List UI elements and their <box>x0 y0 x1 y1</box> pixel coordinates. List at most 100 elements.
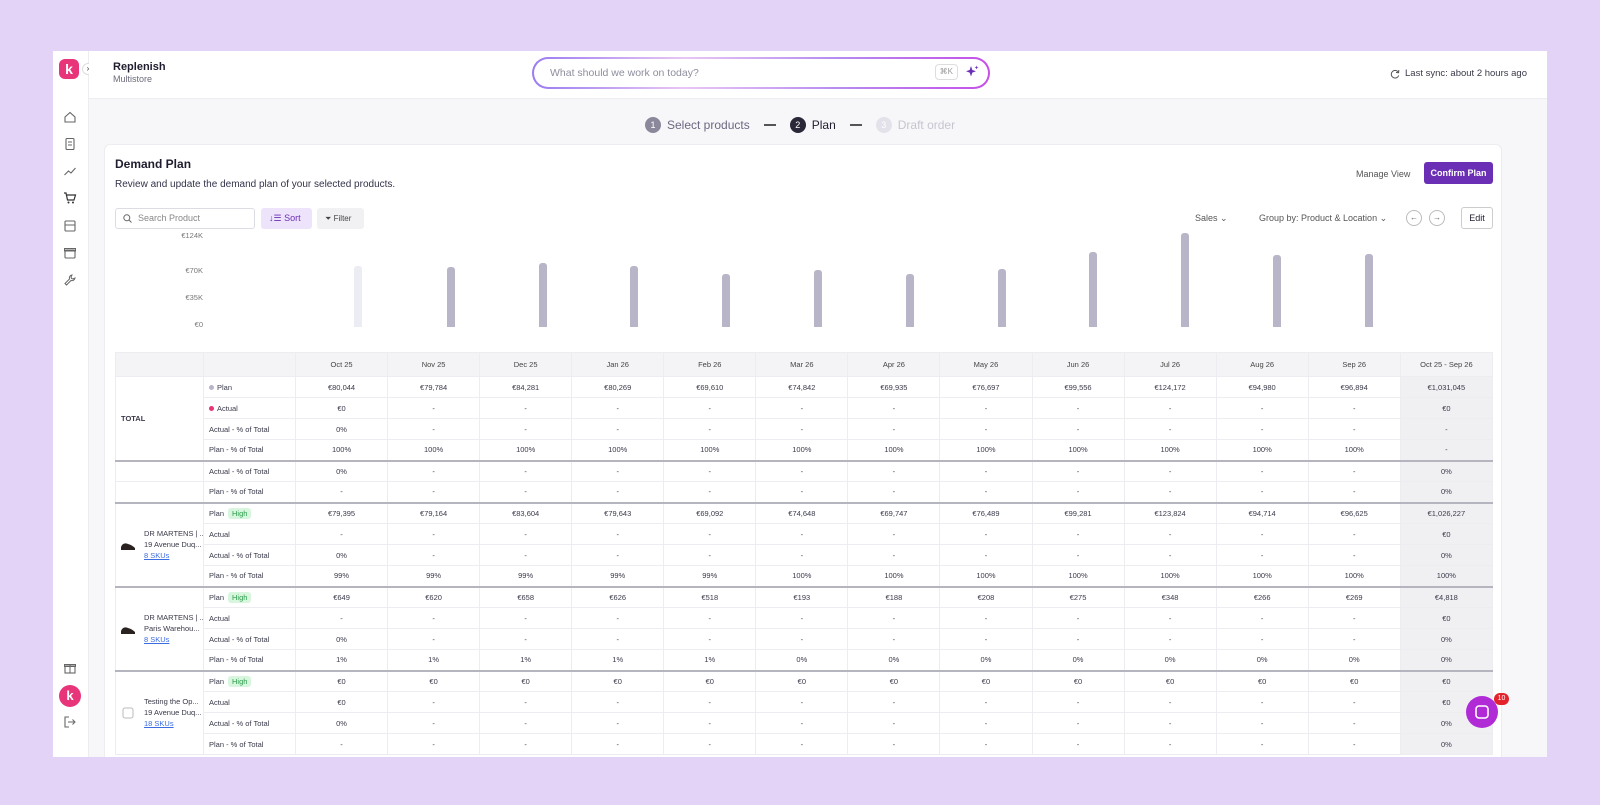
table-cell[interactable]: - <box>479 712 573 734</box>
table-cell[interactable]: €96,894 <box>1307 376 1401 398</box>
table-cell[interactable]: - <box>847 712 941 734</box>
table-cell[interactable]: - <box>1399 439 1494 461</box>
table-cell[interactable]: - <box>294 523 389 545</box>
table-cell[interactable]: - <box>1307 418 1401 440</box>
table-cell[interactable]: - <box>1123 397 1217 419</box>
table-cell[interactable]: - <box>479 691 573 713</box>
table-cell[interactable]: - <box>939 397 1033 419</box>
table-cell[interactable]: €0 <box>479 669 573 692</box>
table-cell[interactable]: 0% <box>1123 649 1217 671</box>
step-select-products[interactable]: 1 Select products <box>645 117 750 133</box>
table-cell[interactable]: €0 <box>571 669 665 692</box>
chart-bar-jul-26[interactable] <box>1181 233 1190 327</box>
table-cell[interactable]: - <box>847 607 941 629</box>
table-cell[interactable]: - <box>847 459 941 482</box>
table-cell[interactable]: - <box>1215 459 1309 482</box>
chart-bar-sep-26[interactable] <box>1364 254 1373 327</box>
table-cell[interactable]: €74,648 <box>755 501 849 524</box>
table-cell[interactable]: - <box>294 733 389 755</box>
table-cell[interactable]: - <box>939 418 1033 440</box>
table-cell[interactable]: - <box>1031 607 1125 629</box>
table-cell[interactable]: - <box>479 607 573 629</box>
edit-button[interactable]: Edit <box>1461 207 1493 229</box>
table-cell[interactable]: - <box>755 712 849 734</box>
table-cell[interactable]: 100% <box>755 565 849 587</box>
table-cell[interactable]: €99,281 <box>1031 501 1125 524</box>
table-cell[interactable]: €0 <box>755 669 849 692</box>
table-cell[interactable]: €0 <box>1399 397 1494 419</box>
chart-bar-jan-26[interactable] <box>630 266 639 327</box>
table-cell[interactable]: 100% <box>939 439 1033 461</box>
product-search-input[interactable]: Search Product <box>115 208 255 229</box>
logout-icon[interactable] <box>63 715 77 729</box>
table-cell[interactable]: €94,980 <box>1215 376 1309 398</box>
table-cell[interactable]: - <box>479 628 573 650</box>
table-cell[interactable]: - <box>479 733 573 755</box>
chart-bar-nov-25[interactable] <box>446 267 455 327</box>
table-cell[interactable]: 1% <box>294 649 389 671</box>
table-cell[interactable]: - <box>387 712 481 734</box>
table-cell[interactable]: - <box>571 418 665 440</box>
table-cell[interactable]: €658 <box>479 585 573 608</box>
table-cell[interactable]: 0% <box>294 712 389 734</box>
table-cell[interactable]: €269 <box>1307 585 1401 608</box>
group-by-dropdown[interactable]: Group by: Product & Location ⌄ <box>1259 213 1387 224</box>
table-cell[interactable]: - <box>387 523 481 545</box>
table-cell[interactable]: 100% <box>755 439 849 461</box>
table-cell[interactable]: 100% <box>1307 439 1401 461</box>
table-cell[interactable]: €99,556 <box>1031 376 1125 398</box>
table-cell[interactable]: €0 <box>1399 523 1494 545</box>
ai-search-bar[interactable]: What should we work on today? ⌘K <box>532 57 990 89</box>
table-cell[interactable]: 0% <box>847 649 941 671</box>
table-cell[interactable]: - <box>1031 459 1125 482</box>
table-cell[interactable]: - <box>755 628 849 650</box>
table-cell[interactable]: €518 <box>663 585 757 608</box>
table-cell[interactable]: - <box>294 607 389 629</box>
table-cell[interactable]: €193 <box>755 585 849 608</box>
table-cell[interactable]: 100% <box>479 439 573 461</box>
table-cell[interactable]: - <box>1215 544 1309 566</box>
table-cell[interactable]: - <box>479 459 573 482</box>
gift-icon[interactable] <box>63 661 77 675</box>
table-cell[interactable]: 100% <box>294 439 389 461</box>
table-cell[interactable]: 100% <box>1123 439 1217 461</box>
table-cell[interactable]: - <box>1123 481 1217 503</box>
table-cell[interactable]: - <box>387 418 481 440</box>
table-cell[interactable]: - <box>847 418 941 440</box>
table-cell[interactable]: 100% <box>1215 565 1309 587</box>
table-cell[interactable]: - <box>1307 733 1401 755</box>
table-cell[interactable]: 100% <box>571 439 665 461</box>
table-cell[interactable]: 0% <box>1307 649 1401 671</box>
table-cell[interactable]: - <box>387 544 481 566</box>
table-cell[interactable]: 100% <box>1307 565 1401 587</box>
table-cell[interactable]: - <box>663 712 757 734</box>
table-cell[interactable]: - <box>1307 607 1401 629</box>
table-cell[interactable]: €1,031,045 <box>1399 376 1494 398</box>
chart-bar-mar-26[interactable] <box>814 270 822 327</box>
table-cell[interactable]: 0% <box>294 459 389 482</box>
table-cell[interactable]: €79,784 <box>387 376 481 398</box>
table-cell[interactable]: €84,281 <box>479 376 573 398</box>
metric-dropdown[interactable]: Sales ⌄ <box>1195 213 1228 224</box>
table-cell[interactable]: - <box>755 544 849 566</box>
table-cell[interactable]: - <box>663 523 757 545</box>
table-cell[interactable]: - <box>1123 712 1217 734</box>
table-cell[interactable]: - <box>1031 733 1125 755</box>
table-cell[interactable]: €0 <box>1123 669 1217 692</box>
cart-icon[interactable] <box>63 191 77 205</box>
table-cell[interactable]: 0% <box>1399 649 1494 671</box>
table-cell[interactable]: 99% <box>479 565 573 587</box>
table-cell[interactable]: - <box>1307 628 1401 650</box>
table-cell[interactable]: 0% <box>939 649 1033 671</box>
table-cell[interactable]: - <box>571 397 665 419</box>
table-cell[interactable]: 100% <box>847 439 941 461</box>
table-cell[interactable]: - <box>663 459 757 482</box>
refresh-icon[interactable] <box>1390 69 1400 79</box>
table-cell[interactable]: - <box>755 733 849 755</box>
table-cell[interactable]: - <box>1123 733 1217 755</box>
table-cell[interactable]: - <box>387 607 481 629</box>
table-cell[interactable]: €123,824 <box>1123 501 1217 524</box>
table-cell[interactable]: - <box>1123 691 1217 713</box>
table-cell[interactable]: - <box>663 628 757 650</box>
table-cell[interactable]: - <box>663 397 757 419</box>
